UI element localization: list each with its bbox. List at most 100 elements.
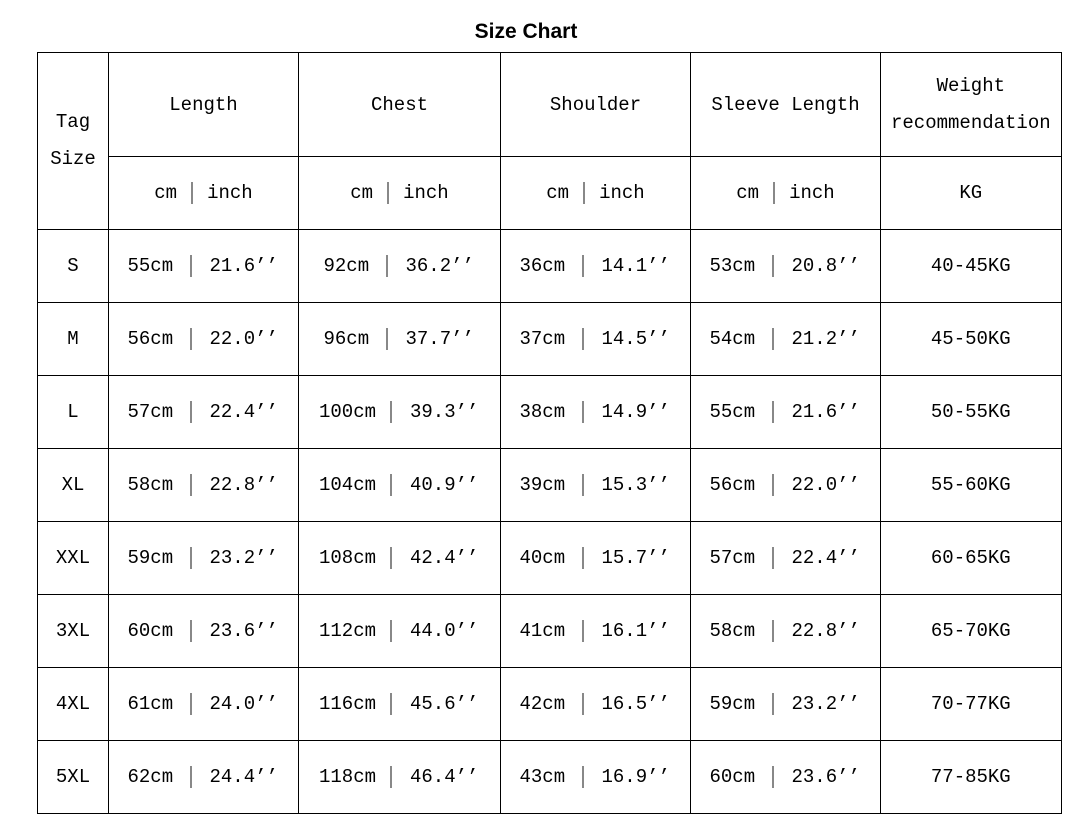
unit-cell: cm inch	[690, 156, 881, 230]
shoulder-cell: 40cm 15.7’’	[500, 521, 691, 595]
cm-value: 42cm	[519, 693, 566, 715]
shoulder-cell: 39cm 15.3’’	[500, 448, 691, 522]
sleeve-cell: 53cm 20.8’’	[690, 229, 881, 303]
sleeve-cell: 55cm 21.6’’	[690, 375, 881, 449]
shoulder-cell: 42cm 16.5’’	[500, 667, 691, 741]
shoulder-cell: 38cm 14.9’’	[500, 375, 691, 449]
unit-cm: cm	[350, 182, 374, 204]
cm-value: 43cm	[519, 766, 566, 788]
cm-value: 58cm	[127, 474, 174, 496]
cm-value: 38cm	[519, 401, 566, 423]
chest-cell: 112cm 44.0’’	[298, 594, 501, 668]
weight-cell: 77-85KG	[880, 740, 1062, 814]
inch-value: 36.2’’	[405, 255, 474, 277]
separator	[581, 619, 584, 642]
length-cell: 60cm 23.6’’	[108, 594, 299, 668]
cm-value: 108cm	[318, 547, 376, 569]
inch-value: 23.2’’	[791, 693, 860, 715]
separator	[390, 473, 392, 496]
separator	[771, 254, 774, 277]
length-cell: 56cm 22.0’’	[108, 302, 299, 376]
table-row: 3XL 60cm 23.6’’ 112cm 44.0’’ 41cm 16.1’’ 58cm 22…	[37, 594, 1062, 668]
inch-value: 23.2’’	[209, 547, 278, 569]
separator	[771, 619, 774, 642]
inch-value: 40.9’’	[410, 474, 479, 496]
separator	[189, 473, 192, 496]
inch-value: 22.8’’	[209, 474, 278, 496]
length-cell: 58cm 22.8’’	[108, 448, 299, 522]
cm-value: 55cm	[709, 401, 756, 423]
cm-value: 39cm	[519, 474, 566, 496]
chest-cell: 116cm 45.6’’	[298, 667, 501, 741]
cm-value: 104cm	[318, 474, 376, 496]
separator	[581, 692, 584, 715]
separator	[390, 619, 392, 642]
table-row: 5XL 62cm 24.4’’ 118cm 46.4’’ 43cm 16.9’’ 60cm 23…	[37, 740, 1062, 814]
cm-value: 116cm	[318, 693, 376, 715]
inch-value: 23.6’’	[209, 620, 278, 642]
size-cell: L	[37, 375, 109, 449]
inch-value: 16.9’’	[601, 766, 670, 788]
table-row: L 57cm 22.4’’ 100cm 39.3’’ 38cm 14.9’’ 55cm 21.6…	[37, 375, 1062, 449]
separator	[581, 254, 584, 277]
chest-cell: 96cm 37.7’’	[298, 302, 501, 376]
length-cell: 62cm 24.4’’	[108, 740, 299, 814]
page-title: Size Chart	[474, 20, 578, 43]
length-cell: 57cm 22.4’’	[108, 375, 299, 449]
length-header: Length	[108, 52, 299, 157]
inch-value: 22.4’’	[791, 547, 860, 569]
separator	[390, 765, 392, 788]
separator	[189, 765, 192, 788]
cm-value: 55cm	[127, 255, 174, 277]
cm-value: 59cm	[127, 547, 174, 569]
separator	[189, 619, 192, 642]
sleeve-cell: 58cm 22.8’’	[690, 594, 881, 668]
sleeve-cell: 59cm 23.2’’	[690, 667, 881, 741]
chest-cell: 100cm 39.3’’	[298, 375, 501, 449]
separator	[189, 327, 192, 350]
separator	[390, 400, 392, 423]
unit-cm: cm	[736, 182, 760, 204]
cm-value: 54cm	[709, 328, 756, 350]
unit-inch: inch	[207, 182, 253, 204]
weight-unit: KG	[880, 156, 1062, 230]
inch-value: 45.6’’	[410, 693, 479, 715]
weight-cell: 55-60KG	[880, 448, 1062, 522]
weight-cell: 65-70KG	[880, 594, 1062, 668]
inch-value: 21.2’’	[791, 328, 860, 350]
inch-value: 14.5’’	[601, 328, 670, 350]
inch-value: 15.3’’	[601, 474, 670, 496]
shoulder-cell: 41cm 16.1’’	[500, 594, 691, 668]
cm-value: 92cm	[323, 255, 370, 277]
inch-value: 14.9’’	[601, 401, 670, 423]
cm-value: 112cm	[318, 620, 376, 642]
inch-value: 39.3’’	[410, 401, 479, 423]
separator	[385, 327, 388, 350]
sleeve-cell: 57cm 22.4’’	[690, 521, 881, 595]
inch-value: 46.4’’	[410, 766, 479, 788]
size-cell: S	[37, 229, 109, 303]
separator	[581, 546, 584, 569]
unit-inch: inch	[599, 182, 645, 204]
cm-value: 40cm	[519, 547, 566, 569]
header-row: Tag Size Length Chest Shoulder Sleeve Le…	[37, 52, 1062, 230]
inch-value: 16.5’’	[601, 693, 670, 715]
inch-value: 22.4’’	[209, 401, 278, 423]
separator	[390, 692, 392, 715]
separator	[385, 254, 388, 277]
weight-header: Weight recommendation	[880, 52, 1062, 157]
separator	[189, 692, 192, 715]
separator	[771, 692, 774, 715]
tag-size-header: Tag Size	[37, 52, 109, 230]
length-cell: 55cm 21.6’’	[108, 229, 299, 303]
sleeve-cell: 56cm 22.0’’	[690, 448, 881, 522]
separator	[771, 400, 774, 423]
cm-value: 118cm	[318, 766, 376, 788]
cm-value: 37cm	[519, 328, 566, 350]
chest-cell: 104cm 40.9’’	[298, 448, 501, 522]
sleeve-cell: 54cm 21.2’’	[690, 302, 881, 376]
cm-value: 62cm	[127, 766, 174, 788]
inch-value: 22.0’’	[791, 474, 860, 496]
size-cell: XXL	[37, 521, 109, 595]
separator	[387, 181, 390, 204]
